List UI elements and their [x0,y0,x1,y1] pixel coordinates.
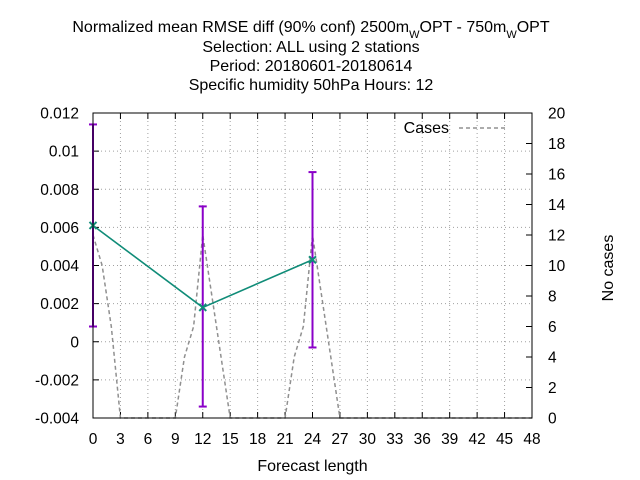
x-tick-label: 21 [276,431,293,448]
legend: Cases [404,120,507,137]
x-tick-label: 33 [386,431,403,448]
title-subscript: W [506,29,517,41]
y-tick-label: 0.004 [40,258,79,275]
y2-tick-label: 4 [548,350,557,367]
x-tick-label: 0 [89,431,98,448]
data-point [198,303,207,312]
y-tick-label: 0 [70,334,79,351]
x-tick-label: 18 [249,431,266,448]
x-tick-label: 27 [331,431,348,448]
data-point [308,255,317,264]
chart-title: Normalized mean RMSE diff (90% conf) 250… [72,19,549,94]
x-tick-label: 3 [116,431,125,448]
title-line: Period: 20180601-20180614 [210,58,413,75]
data-point-stroke [308,255,317,264]
title-line: Specific humidity 50hPa Hours: 12 [189,77,434,94]
y2-tick-label: 0 [548,411,557,428]
y-tick-label: 0.002 [40,296,79,313]
x-tick-label: 24 [304,431,322,448]
legend-label-cases: Cases [404,120,449,137]
y2-axis-label: No cases [600,235,617,302]
y-tick-label: 0.012 [40,106,79,123]
title-part: OPT [517,19,550,36]
y-tick-label: 0.006 [40,220,79,237]
y2-tick-label: 6 [548,319,557,336]
x-tick-label: 9 [171,431,180,448]
title-part: Normalized mean RMSE diff (90% conf) 250… [72,19,409,36]
y-tick-label: -0.004 [35,411,79,428]
x-axis-label: Forecast length [257,458,367,475]
axis-ticks: 0 3 6 9 12 15 18 21 24 27 30 33 36 39 42 45 48-0.004-0.0… [35,106,566,449]
title-part: OPT - 750m [420,19,507,36]
x-tick-label: 30 [359,431,377,448]
plot-frame [92,112,533,419]
x-tick-label: 6 [144,431,153,448]
y2-tick-label: 2 [548,380,557,397]
y-tick-label: 0.01 [49,144,79,161]
y2-tick-label: 14 [548,197,566,214]
x-tick-label: 36 [414,431,431,448]
x-tick-label: 39 [441,431,458,448]
title-line: Selection: ALL using 2 stations [202,39,419,56]
y-tick-label: -0.002 [35,372,79,389]
title-subscript: W [409,29,420,41]
y2-tick-label: 16 [548,167,565,184]
y2-tick-label: 12 [548,228,565,245]
x-tick-label: 42 [469,431,486,448]
y2-tick-label: 10 [548,258,566,275]
x-tick-label: 15 [222,431,239,448]
y2-tick-label: 8 [548,289,557,306]
x-tick-label: 12 [194,431,211,448]
series-group [88,123,532,419]
y2-tick-label: 18 [548,136,565,153]
x-tick-label: 48 [523,431,540,448]
y2-tick-label: 20 [548,106,566,123]
y-tick-label: 0.008 [40,182,79,199]
title-line: Normalized mean RMSE diff (90% conf) 250… [72,19,549,41]
data-point-stroke [198,303,207,312]
x-tick-label: 45 [496,431,513,448]
